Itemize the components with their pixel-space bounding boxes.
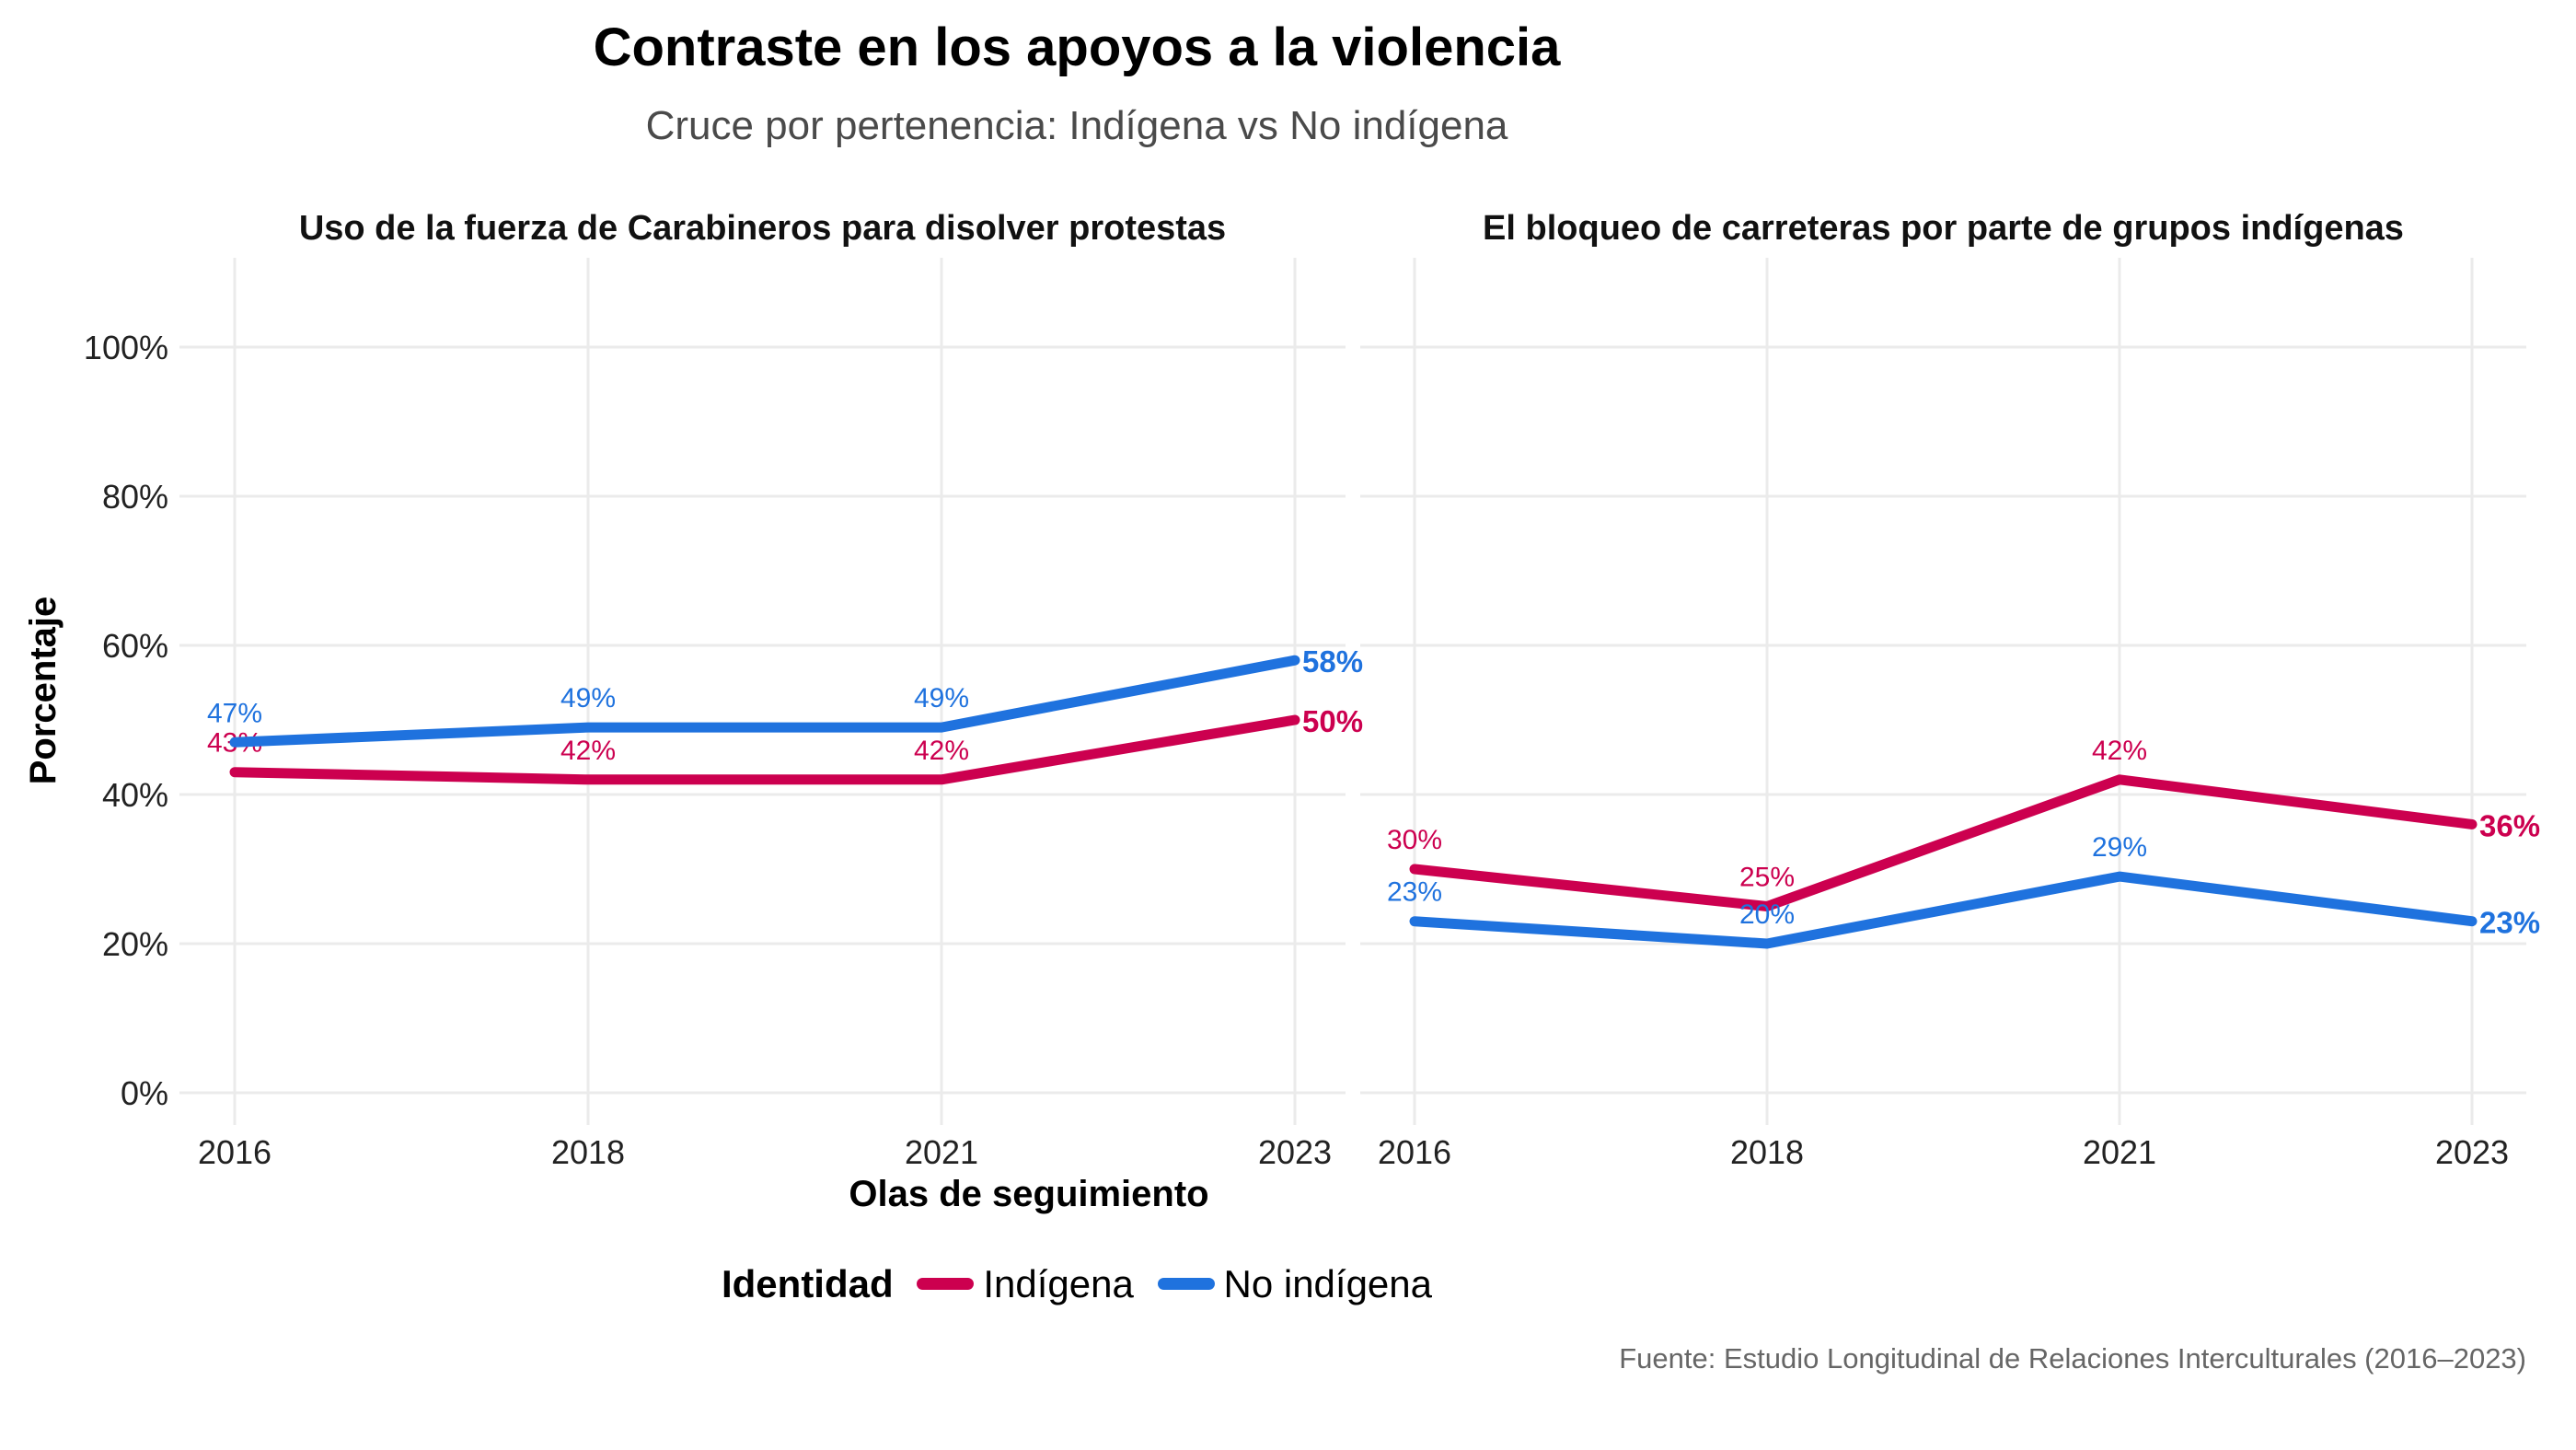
series-line-no-indigena bbox=[1409, 871, 2478, 949]
data-label-end: 50% bbox=[1302, 704, 1363, 738]
y-tick-label: 60% bbox=[102, 627, 168, 665]
legend-title: Identidad bbox=[721, 1261, 894, 1305]
y-tick-label: 80% bbox=[102, 478, 168, 516]
x-tick-label: 2021 bbox=[905, 1133, 978, 1171]
x-tick-label: 2016 bbox=[1378, 1133, 1451, 1171]
data-label: 42% bbox=[2092, 736, 2147, 766]
data-label: 47% bbox=[207, 698, 262, 728]
data-label: 42% bbox=[560, 736, 616, 766]
y-axis-title: Porcentaje bbox=[23, 597, 64, 785]
data-label: 42% bbox=[914, 736, 969, 766]
chart-title: Contraste en los apoyos a la violencia bbox=[593, 17, 1561, 77]
data-label: 49% bbox=[560, 683, 616, 713]
y-tick-label: 100% bbox=[84, 329, 168, 366]
x-tick-label: 2023 bbox=[2435, 1133, 2509, 1171]
series-line-indigena bbox=[1409, 774, 2478, 911]
y-tick-label: 40% bbox=[102, 776, 168, 814]
legend-key-no-indigena bbox=[1157, 1278, 1215, 1291]
data-label: 23% bbox=[1387, 877, 1442, 908]
data-label: 25% bbox=[1739, 863, 1795, 893]
x-tick-label: 2018 bbox=[1730, 1133, 1804, 1171]
series-line-indigena bbox=[229, 714, 1300, 785]
legend-label-no-indigena: No indígena bbox=[1223, 1261, 1433, 1305]
x-tick-label: 2018 bbox=[551, 1133, 625, 1171]
x-tick-label: 2021 bbox=[2083, 1133, 2156, 1171]
legend-key-indigena bbox=[917, 1278, 975, 1291]
x-axis-title: Olas de seguimiento bbox=[849, 1174, 1208, 1214]
panel-title: El bloqueo de carreteras por parte de gr… bbox=[1483, 209, 2404, 248]
y-tick-label: 0% bbox=[121, 1074, 168, 1112]
data-label-end: 58% bbox=[1302, 644, 1363, 679]
data-label-end: 23% bbox=[2479, 906, 2540, 940]
data-label: 49% bbox=[914, 683, 969, 713]
panel-title: Uso de la fuerza de Carabineros para dis… bbox=[299, 209, 1226, 248]
y-tick-label: 20% bbox=[102, 925, 168, 963]
legend: Identidad Indígena No indígena bbox=[0, 1259, 2154, 1306]
legend-label-indigena: Indígena bbox=[983, 1261, 1134, 1305]
data-label: 29% bbox=[2092, 832, 2147, 863]
series-line-no-indigena bbox=[229, 655, 1300, 748]
x-tick-label: 2023 bbox=[1258, 1133, 1332, 1171]
data-label: 20% bbox=[1739, 899, 1795, 930]
data-label-end: 36% bbox=[2479, 808, 2540, 842]
source-caption: Fuente: Estudio Longitudinal de Relacion… bbox=[1619, 1342, 2526, 1375]
chart-subtitle: Cruce por pertenencia: Indígena vs No in… bbox=[645, 103, 1508, 148]
x-tick-label: 2016 bbox=[198, 1133, 271, 1171]
data-label: 30% bbox=[1387, 825, 1442, 855]
